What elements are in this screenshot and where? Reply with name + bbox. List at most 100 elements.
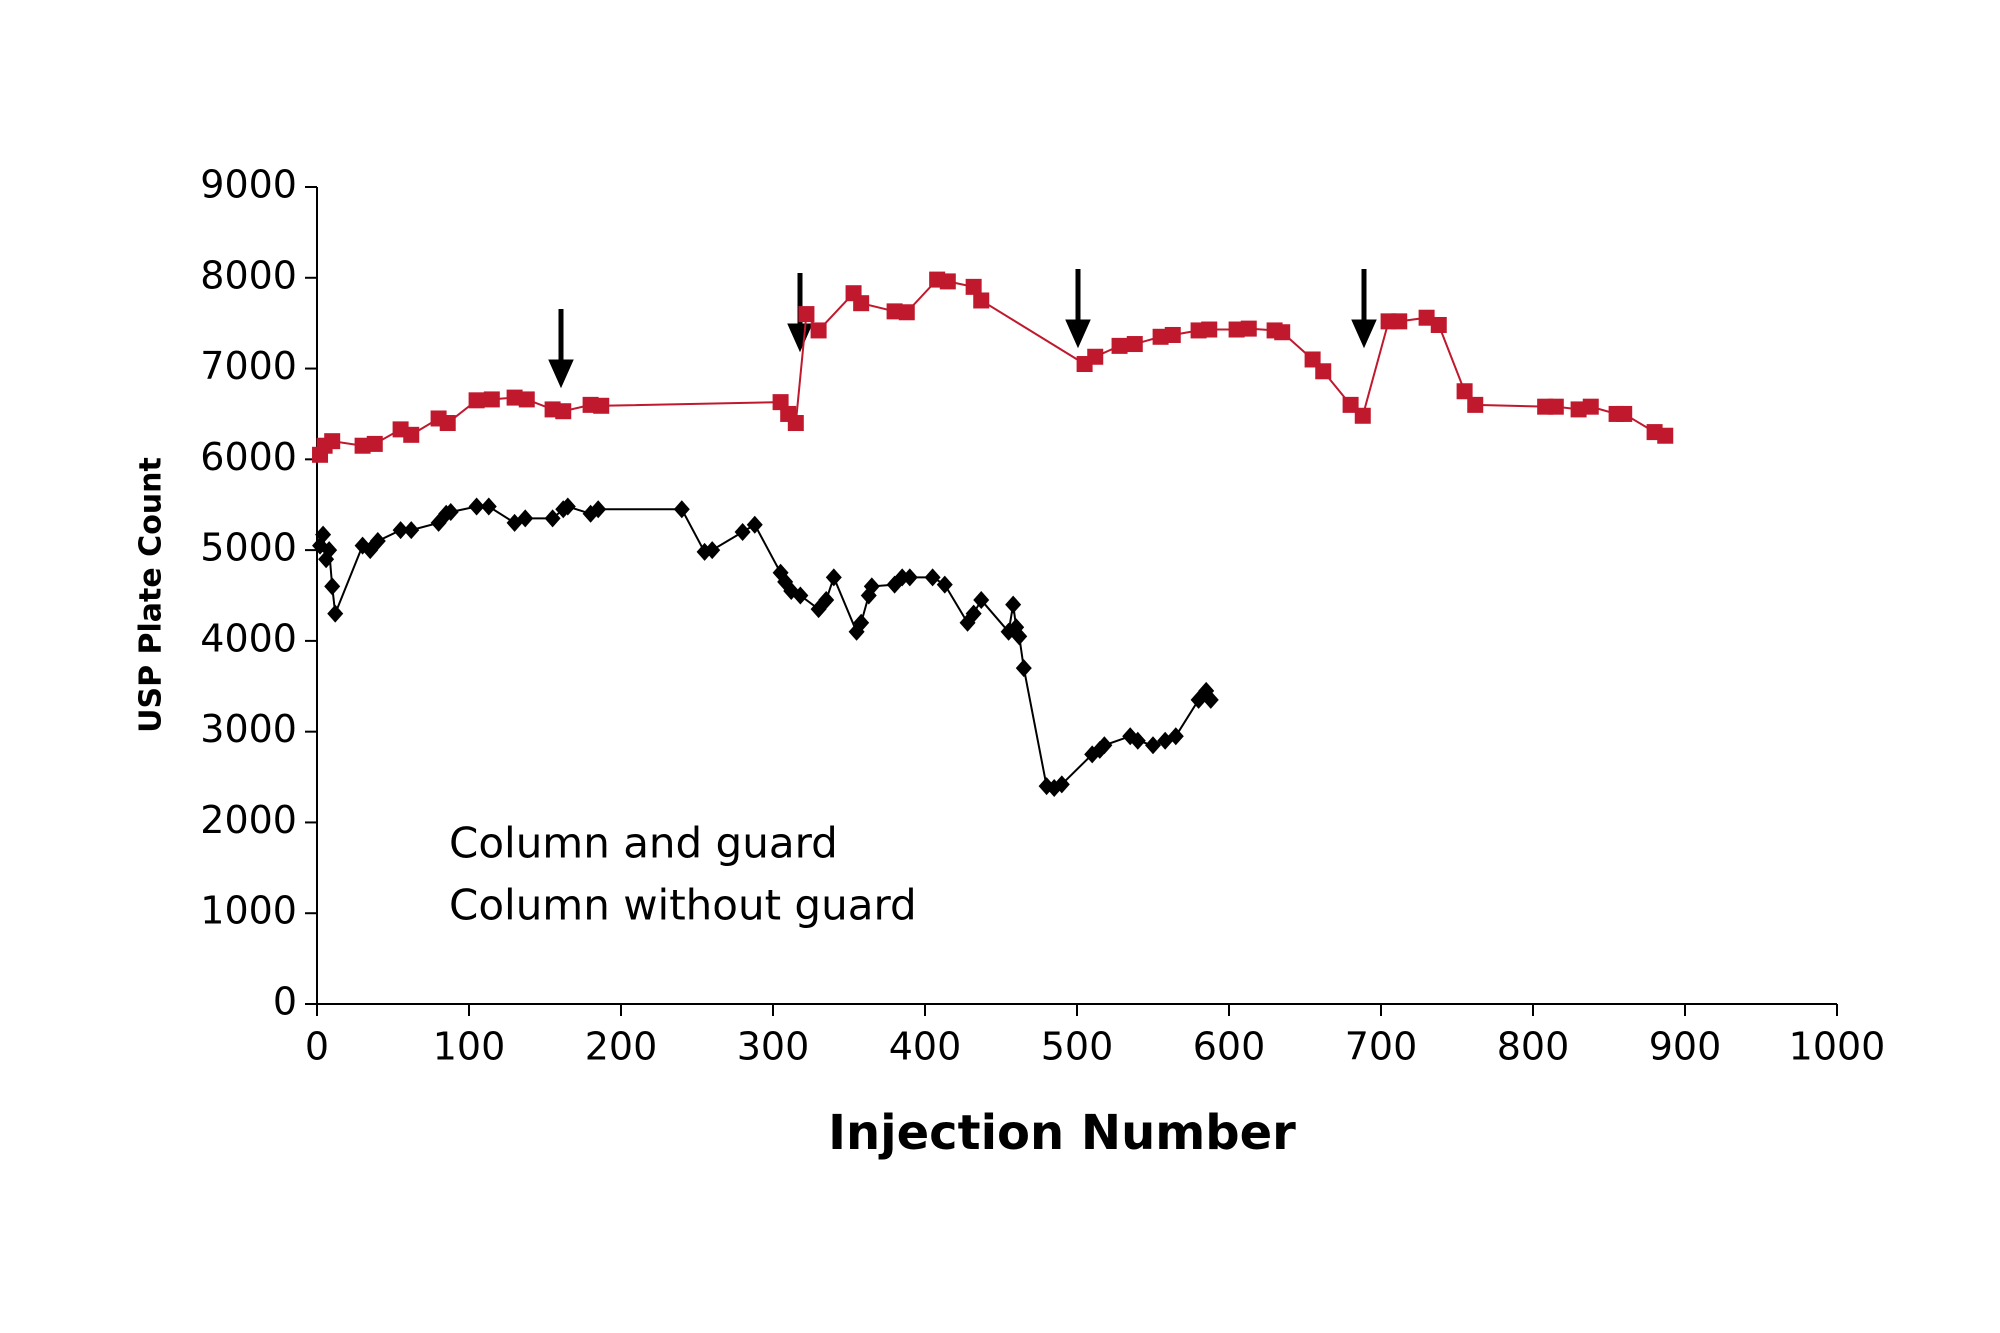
marker bbox=[1315, 363, 1332, 380]
marker bbox=[1152, 328, 1169, 345]
marker bbox=[1391, 313, 1408, 330]
arrow-head bbox=[1351, 319, 1377, 349]
marker bbox=[1164, 326, 1181, 343]
marker bbox=[544, 509, 561, 528]
marker bbox=[1342, 396, 1359, 413]
y-tick-label: 1000 bbox=[200, 889, 297, 933]
x-tick-label: 400 bbox=[889, 1025, 962, 1069]
marker bbox=[924, 568, 941, 587]
marker bbox=[1111, 337, 1128, 354]
marker bbox=[483, 391, 500, 408]
marker bbox=[973, 591, 990, 610]
x-tick-label: 900 bbox=[1649, 1025, 1722, 1069]
marker bbox=[1228, 321, 1245, 338]
y-tick-label: 3000 bbox=[200, 707, 297, 751]
marker bbox=[973, 292, 990, 309]
marker bbox=[1547, 398, 1564, 415]
marker bbox=[518, 391, 535, 408]
arrow-head bbox=[1065, 319, 1091, 349]
marker bbox=[1053, 775, 1070, 794]
marker bbox=[366, 435, 383, 452]
marker bbox=[315, 525, 332, 544]
marker bbox=[1274, 324, 1291, 341]
marker bbox=[593, 397, 610, 414]
marker bbox=[403, 426, 420, 443]
marker bbox=[792, 586, 809, 605]
marker bbox=[559, 497, 576, 516]
marker bbox=[853, 613, 870, 632]
marker bbox=[1657, 427, 1674, 444]
y-tick-label: 6000 bbox=[200, 435, 297, 479]
marker bbox=[798, 306, 815, 323]
marker bbox=[704, 541, 721, 560]
arrow-head bbox=[787, 323, 813, 353]
marker bbox=[1616, 405, 1633, 422]
legend-label: Column and guard bbox=[449, 819, 838, 868]
marker bbox=[1467, 396, 1484, 413]
arrow-head bbox=[548, 359, 574, 389]
x-tick-label: 0 bbox=[305, 1025, 329, 1069]
x-tick-label: 600 bbox=[1193, 1025, 1266, 1069]
marker bbox=[1582, 398, 1599, 415]
marker bbox=[1202, 690, 1219, 709]
marker bbox=[468, 497, 485, 516]
y-axis-title: USP Plate Count bbox=[134, 457, 169, 733]
marker bbox=[1096, 736, 1113, 755]
y-tick-label: 5000 bbox=[200, 526, 297, 570]
marker bbox=[1240, 320, 1257, 337]
marker bbox=[369, 532, 386, 551]
x-axis-title: Injection Number bbox=[828, 1105, 1296, 1161]
x-tick-label: 300 bbox=[737, 1025, 810, 1069]
marker bbox=[324, 577, 341, 596]
marker bbox=[324, 433, 341, 450]
series-line bbox=[319, 278, 1666, 456]
marker bbox=[853, 295, 870, 312]
series-line bbox=[319, 505, 1212, 790]
marker bbox=[1129, 731, 1146, 750]
x-tick-label: 700 bbox=[1345, 1025, 1418, 1069]
y-tick-label: 2000 bbox=[200, 798, 297, 842]
marker bbox=[886, 303, 903, 320]
marker bbox=[863, 577, 880, 596]
arrows bbox=[548, 269, 1377, 389]
marker bbox=[1005, 595, 1022, 614]
marker bbox=[939, 273, 956, 290]
marker bbox=[1145, 736, 1161, 755]
marker bbox=[901, 568, 918, 587]
y-tick-label: 0 bbox=[273, 980, 297, 1024]
marker bbox=[403, 521, 420, 540]
marker bbox=[810, 322, 827, 339]
x-tick-label: 1000 bbox=[1789, 1025, 1886, 1069]
marker bbox=[787, 415, 804, 432]
y-tick-label: 7000 bbox=[200, 344, 297, 388]
y-tick-label: 9000 bbox=[200, 163, 297, 207]
marker bbox=[1430, 316, 1447, 333]
marker bbox=[965, 604, 982, 623]
marker bbox=[1087, 348, 1104, 365]
marker bbox=[818, 591, 835, 610]
marker bbox=[442, 502, 459, 521]
marker bbox=[1011, 627, 1028, 646]
marker bbox=[1418, 309, 1435, 326]
marker bbox=[1126, 336, 1143, 353]
marker bbox=[439, 415, 456, 432]
marker bbox=[746, 515, 763, 534]
marker bbox=[480, 497, 497, 516]
marker bbox=[506, 389, 523, 406]
marker bbox=[468, 392, 485, 409]
marker bbox=[825, 568, 842, 587]
marker bbox=[1167, 727, 1184, 746]
y-tick-label: 4000 bbox=[200, 616, 297, 660]
marker bbox=[321, 541, 338, 560]
marker bbox=[965, 278, 982, 295]
marker bbox=[590, 500, 607, 519]
x-tick-label: 500 bbox=[1041, 1025, 1114, 1069]
marker bbox=[327, 604, 344, 623]
marker bbox=[1456, 383, 1473, 400]
x-tick-label: 200 bbox=[585, 1025, 658, 1069]
marker bbox=[392, 521, 409, 540]
marker bbox=[517, 509, 534, 528]
marker bbox=[1015, 659, 1032, 678]
